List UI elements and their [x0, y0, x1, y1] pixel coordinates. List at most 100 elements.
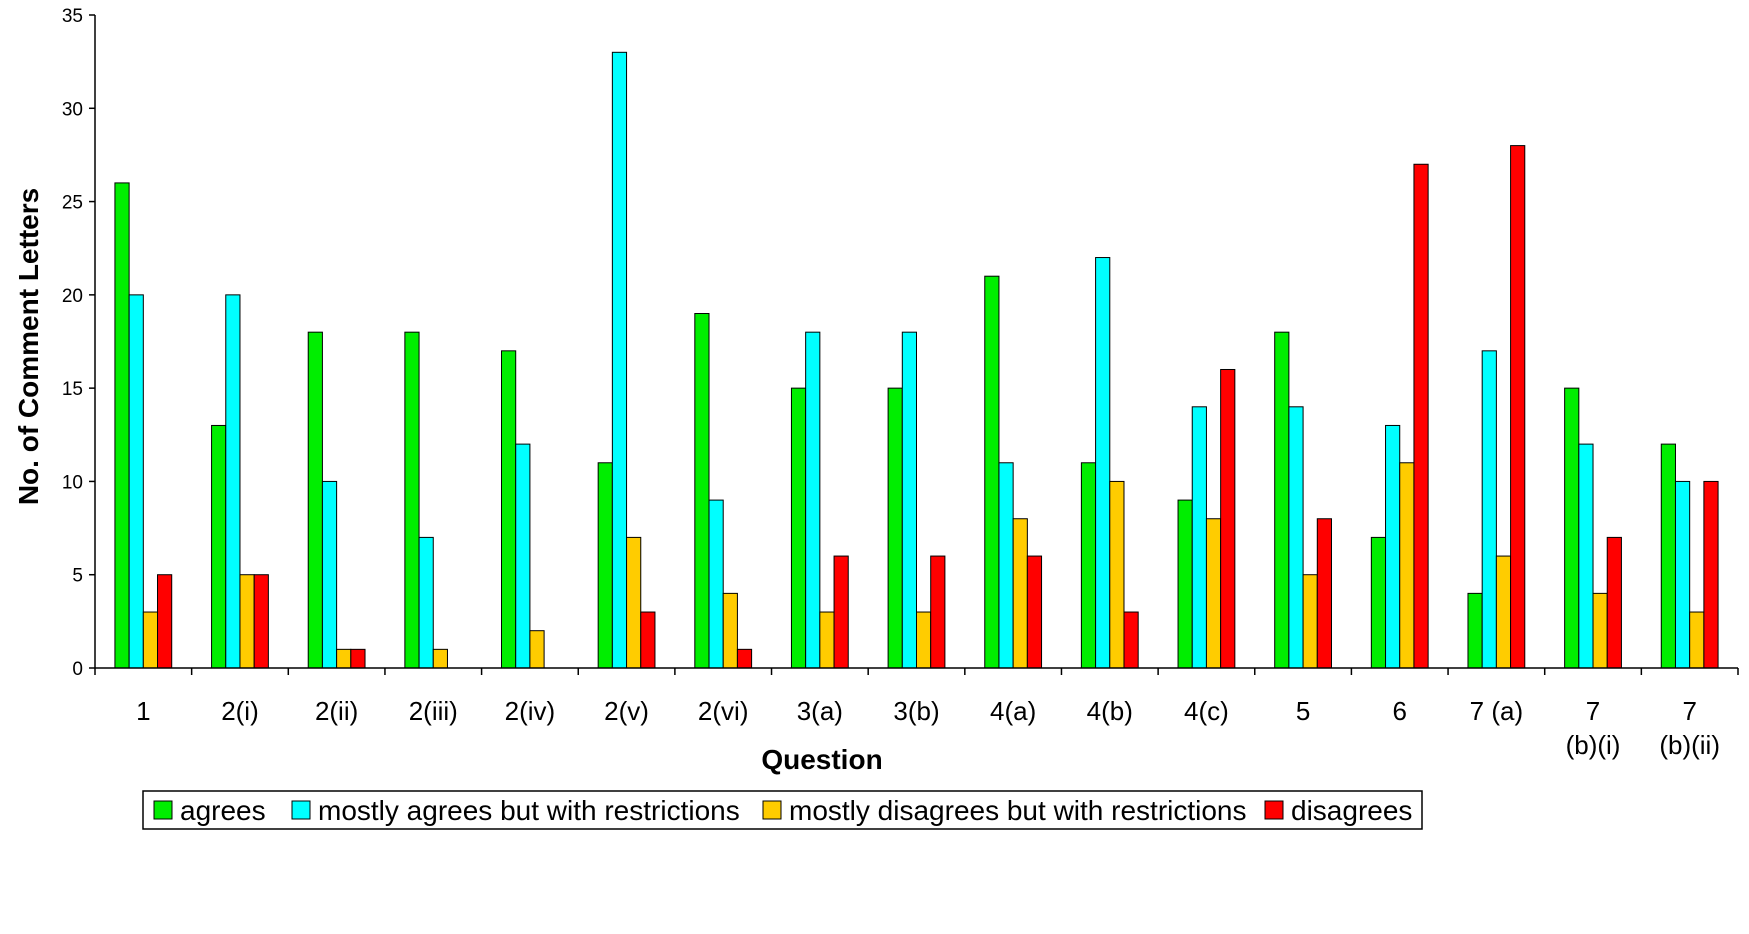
bar-agrees-5 [597, 462, 613, 669]
x-category-label: 2(v) [604, 696, 649, 726]
x-category-label: 4(c) [1184, 696, 1229, 726]
bar-mostly-agrees-but-with-restrictions-8 [901, 331, 917, 669]
legend-label: disagrees [1291, 795, 1412, 826]
bar-mostly-agrees-but-with-restrictions-2 [321, 480, 338, 669]
bar-agrees-12 [1274, 331, 1290, 669]
legend-swatch-disagrees [1264, 800, 1284, 820]
bar-mostly-agrees-but-with-restrictions-3 [418, 536, 434, 669]
bar-disagrees-5 [640, 611, 656, 669]
bar-disagrees-10 [1123, 611, 1139, 669]
legend-swatch-agrees [153, 800, 173, 820]
bar-agrees-10 [1080, 462, 1097, 669]
bar-disagrees-12 [1316, 518, 1332, 669]
bar-agrees-1 [211, 424, 227, 669]
bar-mostly-disagrees-but-with-restrictions-5 [626, 536, 642, 669]
x-category-label: 4(b) [1087, 696, 1133, 726]
bar-mostly-disagrees-but-with-restrictions-15 [1592, 592, 1608, 669]
x-category-label: 2(vi) [698, 696, 749, 726]
bar-mostly-agrees-but-with-restrictions-16 [1674, 480, 1691, 669]
x-category-label: 7 (b)(ii) [1659, 696, 1720, 760]
bar-agrees-6 [694, 313, 710, 669]
x-category-label: 5 [1296, 696, 1310, 726]
bar-disagrees-6 [736, 648, 753, 669]
x-category-label: 2(i) [221, 696, 259, 726]
bar-mostly-agrees-but-with-restrictions-0 [128, 294, 144, 669]
bar-agrees-9 [984, 275, 1000, 669]
bar-mostly-disagrees-but-with-restrictions-13 [1399, 462, 1415, 669]
bar-mostly-agrees-but-with-restrictions-14 [1481, 350, 1497, 669]
x-category-label: 6 [1393, 696, 1407, 726]
bar-mostly-agrees-but-with-restrictions-1 [225, 294, 241, 669]
y-tick-label: 5 [72, 566, 83, 587]
bar-mostly-agrees-but-with-restrictions-4 [515, 443, 531, 669]
legend: agrees mostly agrees but with restriction… [142, 790, 1423, 830]
bar-agrees-16 [1660, 443, 1676, 669]
bar-disagrees-2 [350, 648, 366, 669]
legend-label: mostly agrees but with restrictions [318, 795, 740, 826]
bar-mostly-disagrees-but-with-restrictions-10 [1109, 480, 1125, 669]
bar-disagrees-14 [1510, 145, 1526, 669]
bar-mostly-disagrees-but-with-restrictions-16 [1689, 611, 1705, 669]
bar-mostly-disagrees-but-with-restrictions-0 [142, 611, 159, 669]
x-category-label: 2(ii) [315, 696, 358, 726]
legend-box [142, 790, 1423, 830]
bar-mostly-disagrees-but-with-restrictions-7 [819, 611, 835, 669]
x-category-label: 2(iii) [409, 696, 458, 726]
bar-agrees-4 [501, 350, 517, 669]
y-tick-label: 0 [72, 659, 83, 680]
bar-mostly-disagrees-but-with-restrictions-3 [432, 648, 448, 669]
legend-swatch-mostly-disagrees-but-with-restrictions [762, 800, 782, 820]
bar-mostly-disagrees-but-with-restrictions-4 [529, 630, 545, 669]
y-axis-title: No. of Comment Letters [13, 188, 44, 505]
bar-mostly-disagrees-but-with-restrictions-11 [1205, 518, 1222, 669]
bar-disagrees-7 [833, 555, 849, 669]
bar-mostly-disagrees-but-with-restrictions-2 [336, 648, 352, 669]
x-ticks: 1 2(i) 2(ii) 2(iii) 2(iv) 2(v) 2(vi) 3(a) 3(b) 4(… [94, 668, 1739, 760]
bar-agrees-15 [1564, 387, 1580, 669]
axes-layer [94, 15, 1738, 669]
x-category-label: 4(a) [990, 696, 1036, 726]
bar-mostly-agrees-but-with-restrictions-13 [1385, 424, 1401, 669]
y-tick-label: 15 [62, 379, 83, 400]
x-category-label: 1 [136, 696, 150, 726]
bar-disagrees-13 [1413, 163, 1429, 669]
y-tick-label: 10 [62, 472, 83, 493]
bar-disagrees-8 [930, 555, 946, 669]
y-tick-label: 30 [62, 99, 83, 120]
bar-disagrees-1 [253, 574, 269, 669]
bar-mostly-disagrees-but-with-restrictions-12 [1302, 574, 1318, 669]
bar-agrees-14 [1467, 592, 1483, 669]
bar-disagrees-11 [1220, 368, 1236, 669]
bar-mostly-disagrees-but-with-restrictions-9 [1012, 518, 1028, 669]
bar-agrees-13 [1370, 536, 1387, 669]
bar-mostly-agrees-but-with-restrictions-15 [1578, 443, 1594, 669]
bar-agrees-2 [307, 331, 323, 669]
bar-mostly-disagrees-but-with-restrictions-6 [722, 592, 738, 669]
bar-mostly-agrees-but-with-restrictions-10 [1095, 257, 1111, 669]
bar-mostly-agrees-but-with-restrictions-5 [611, 51, 628, 669]
bar-agrees-11 [1177, 499, 1193, 669]
y-tick-label: 25 [62, 193, 83, 214]
bar-mostly-disagrees-but-with-restrictions-8 [916, 611, 932, 669]
legend-label: agrees [180, 795, 266, 826]
x-category-label: 7 (a) [1470, 696, 1523, 726]
y-tick-label: 20 [62, 286, 83, 307]
legend-swatch-mostly-agrees-but-with-restrictions [291, 800, 311, 820]
bar-mostly-disagrees-but-with-restrictions-1 [239, 574, 255, 669]
x-category-label: 3(a) [797, 696, 843, 726]
y-ticks: 0 5 10 15 20 25 30 35 [62, 6, 95, 680]
bar-mostly-agrees-but-with-restrictions-12 [1288, 406, 1304, 669]
x-category-label: 3(b) [893, 696, 939, 726]
bar-mostly-disagrees-but-with-restrictions-14 [1495, 555, 1512, 669]
bar-disagrees-9 [1026, 555, 1043, 669]
bar-disagrees-15 [1606, 536, 1622, 669]
bar-agrees-0 [114, 182, 130, 669]
bar-agrees-8 [887, 387, 903, 669]
bar-disagrees-0 [157, 574, 173, 669]
x-axis-title: Question [761, 744, 882, 775]
x-category-label: 7 (b)(i) [1566, 696, 1621, 760]
bar-agrees-3 [404, 331, 420, 669]
bar-mostly-agrees-but-with-restrictions-6 [708, 499, 724, 669]
